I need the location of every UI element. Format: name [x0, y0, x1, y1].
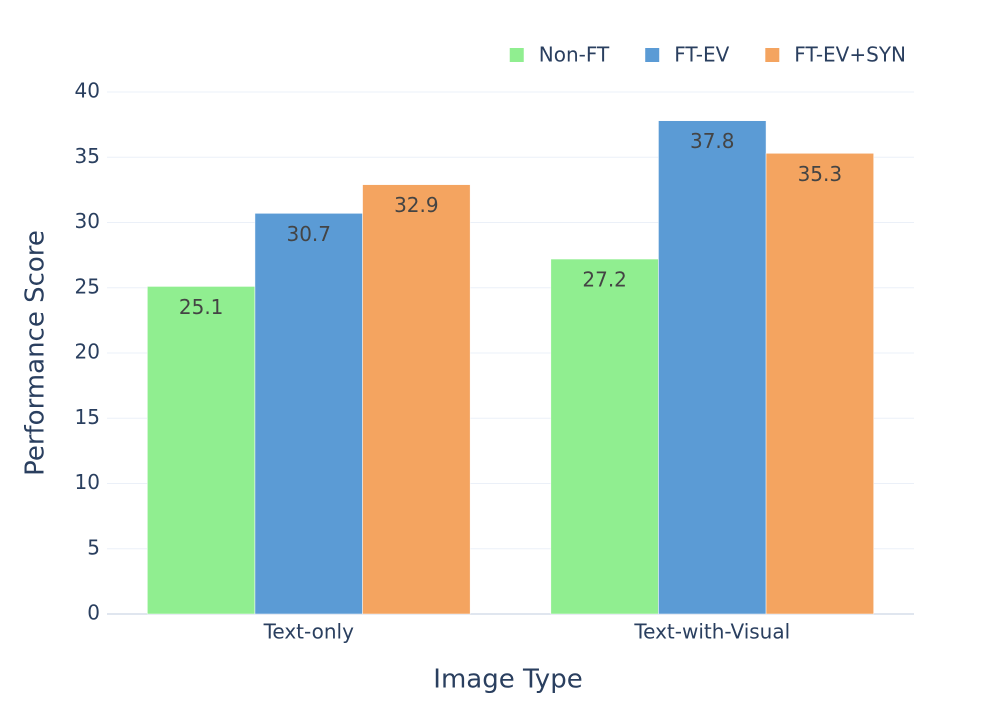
legend-label: FT-EV+SYN — [794, 43, 906, 67]
y-tick-label: 25 — [75, 274, 100, 298]
y-tick-label: 35 — [75, 144, 100, 168]
legend-label: Non-FT — [539, 43, 610, 67]
y-tick-label: 15 — [75, 405, 100, 429]
y-tick-label: 0 — [87, 601, 100, 625]
legend-label: FT-EV — [674, 43, 729, 67]
x-tick-label: Text-with-Visual — [633, 620, 790, 644]
y-tick-label: 10 — [75, 470, 100, 494]
y-tick-label: 5 — [87, 535, 100, 559]
legend-swatch — [765, 48, 780, 62]
y-tick-label: 40 — [75, 79, 100, 103]
bar — [658, 120, 767, 615]
bar — [550, 258, 659, 615]
bar — [147, 286, 256, 615]
bar — [362, 184, 471, 615]
x-tick-label: Text-only — [263, 620, 355, 644]
bar — [765, 153, 874, 615]
legend-swatch — [509, 48, 524, 62]
bar — [254, 213, 363, 615]
y-tick-label: 30 — [75, 209, 100, 233]
value-label: 37.8 — [690, 129, 735, 153]
value-label: 35.3 — [798, 162, 843, 186]
y-tick-label: 20 — [75, 340, 100, 364]
value-label: 27.2 — [582, 268, 627, 292]
x-axis-title: Image Type — [433, 665, 582, 695]
value-label: 25.1 — [179, 295, 224, 319]
y-axis-title: Performance Score — [21, 230, 51, 476]
value-label: 32.9 — [394, 193, 439, 217]
value-label: 30.7 — [286, 222, 331, 246]
legend-swatch — [645, 48, 660, 62]
